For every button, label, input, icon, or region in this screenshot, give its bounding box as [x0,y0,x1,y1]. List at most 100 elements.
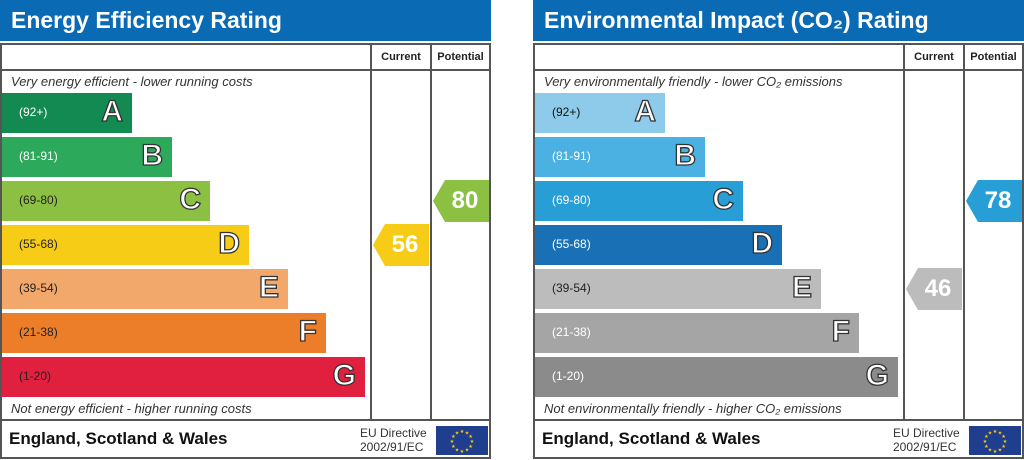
svg-text:★: ★ [468,434,473,440]
band-range: (81-91) [19,149,58,163]
column-divider [963,45,965,421]
band-range: (39-54) [552,281,591,295]
potential-column-header: Potential [970,51,1017,63]
band-e: (39-54) E [535,269,821,309]
band-b: (81-91) B [535,137,705,177]
header-divider [535,69,1022,71]
band-letter: F [298,314,318,348]
top-caption: Very environmentally friendly - lower CO… [544,74,843,89]
band-range: (39-54) [19,281,58,295]
band-e: (39-54) E [2,269,288,309]
band-letter: C [712,182,735,216]
band-range: (81-91) [552,149,591,163]
rating-table: Current Potential Very environmentally fri… [533,43,1024,459]
band-range: (69-80) [19,193,58,207]
svg-text:★: ★ [460,429,465,435]
band-range: (55-68) [19,237,58,251]
band-c: (69-80) C [535,181,743,221]
svg-text:★: ★ [998,448,1003,454]
directive-line1: EU Directive [360,426,427,440]
svg-text:★: ★ [984,434,989,440]
environmental-impact-panel: Environmental Impact (CO₂) Rating Current… [533,0,1024,460]
top-caption: Very energy efficient - lower running co… [11,74,253,89]
band-f: (21-38) F [535,313,859,353]
band-letter: F [831,314,851,348]
band-a: (92+) A [535,93,665,133]
svg-text:★: ★ [455,448,460,454]
panel-title: Environmental Impact (CO₂) Rating [533,0,1024,41]
current-column-header: Current [381,51,421,63]
band-letter: A [634,94,657,128]
band-letter: B [141,138,164,172]
footer-region: England, Scotland & Wales [542,429,761,448]
current-column-header: Current [914,51,954,63]
header-divider [2,69,489,71]
band-b: (81-91) B [2,137,172,177]
column-divider [370,45,372,421]
column-divider [903,45,905,421]
band-d: (55-68) D [535,225,782,265]
svg-text:★: ★ [1001,444,1006,450]
svg-text:★: ★ [455,430,460,436]
svg-text:★: ★ [993,429,998,435]
band-letter: A [101,94,124,128]
svg-text:★: ★ [465,448,470,454]
current-rating-arrow: 46 [906,268,962,310]
band-range: (21-38) [552,325,591,339]
svg-text:★: ★ [465,430,470,436]
band-a: (92+) A [2,93,132,133]
band-range: (92+) [19,105,48,119]
eu-flag-icon: ★ ★ ★ ★ ★ ★ ★ ★ ★ ★ ★ ★ [436,426,488,455]
svg-text:★: ★ [988,448,993,454]
band-f: (21-38) F [2,313,326,353]
svg-text:★: ★ [988,430,993,436]
band-range: (69-80) [552,193,591,207]
bottom-caption: Not energy efficient - higher running co… [11,401,252,416]
potential-rating-arrow: 78 [966,180,1022,222]
rating-table: Current Potential Very energy efficient - … [0,43,491,459]
energy-efficiency-panel: Energy Efficiency Rating Current Potential… [0,0,491,460]
svg-text:★: ★ [450,439,455,445]
band-letter: G [332,358,357,392]
svg-text:★: ★ [983,439,988,445]
band-d: (55-68) D [2,225,249,265]
band-letter: D [218,226,241,260]
eu-flag-icon: ★ ★ ★ ★ ★ ★ ★ ★ ★ ★ ★ ★ [969,426,1021,455]
potential-rating-arrow: 80 [433,180,489,222]
band-range: (21-38) [19,325,58,339]
svg-text:★: ★ [998,430,1003,436]
band-range: (92+) [552,105,581,119]
band-g: (1-20) G [2,357,365,397]
svg-text:★: ★ [1001,434,1006,440]
directive-line1: EU Directive [893,426,960,440]
band-range: (55-68) [552,237,591,251]
current-rating-arrow: 56 [373,224,429,266]
footer-divider [535,419,1022,421]
svg-text:★: ★ [460,449,465,455]
svg-text:★: ★ [451,434,456,440]
bottom-caption: Not environmentally friendly - higher CO… [544,401,842,416]
band-g: (1-20) G [535,357,898,397]
footer-divider [2,419,489,421]
svg-text:★: ★ [984,444,989,450]
band-c: (69-80) C [2,181,210,221]
band-letter: E [258,270,279,304]
band-letter: E [791,270,812,304]
band-letter: D [751,226,774,260]
svg-text:★: ★ [470,439,475,445]
band-range: (1-20) [552,369,585,383]
potential-column-header: Potential [437,51,484,63]
directive-line2: 2002/91/EC [360,440,424,454]
band-letter: C [179,182,202,216]
band-letter: B [674,138,697,172]
band-letter: G [865,358,890,392]
svg-text:★: ★ [451,444,456,450]
column-divider [430,45,432,421]
eu-directive: EU Directive 2002/91/EC [893,426,960,454]
footer-region: England, Scotland & Wales [9,429,228,448]
panel-title: Energy Efficiency Rating [0,0,491,41]
svg-text:★: ★ [1003,439,1008,445]
directive-line2: 2002/91/EC [893,440,957,454]
eu-directive: EU Directive 2002/91/EC [360,426,427,454]
svg-text:★: ★ [993,449,998,455]
